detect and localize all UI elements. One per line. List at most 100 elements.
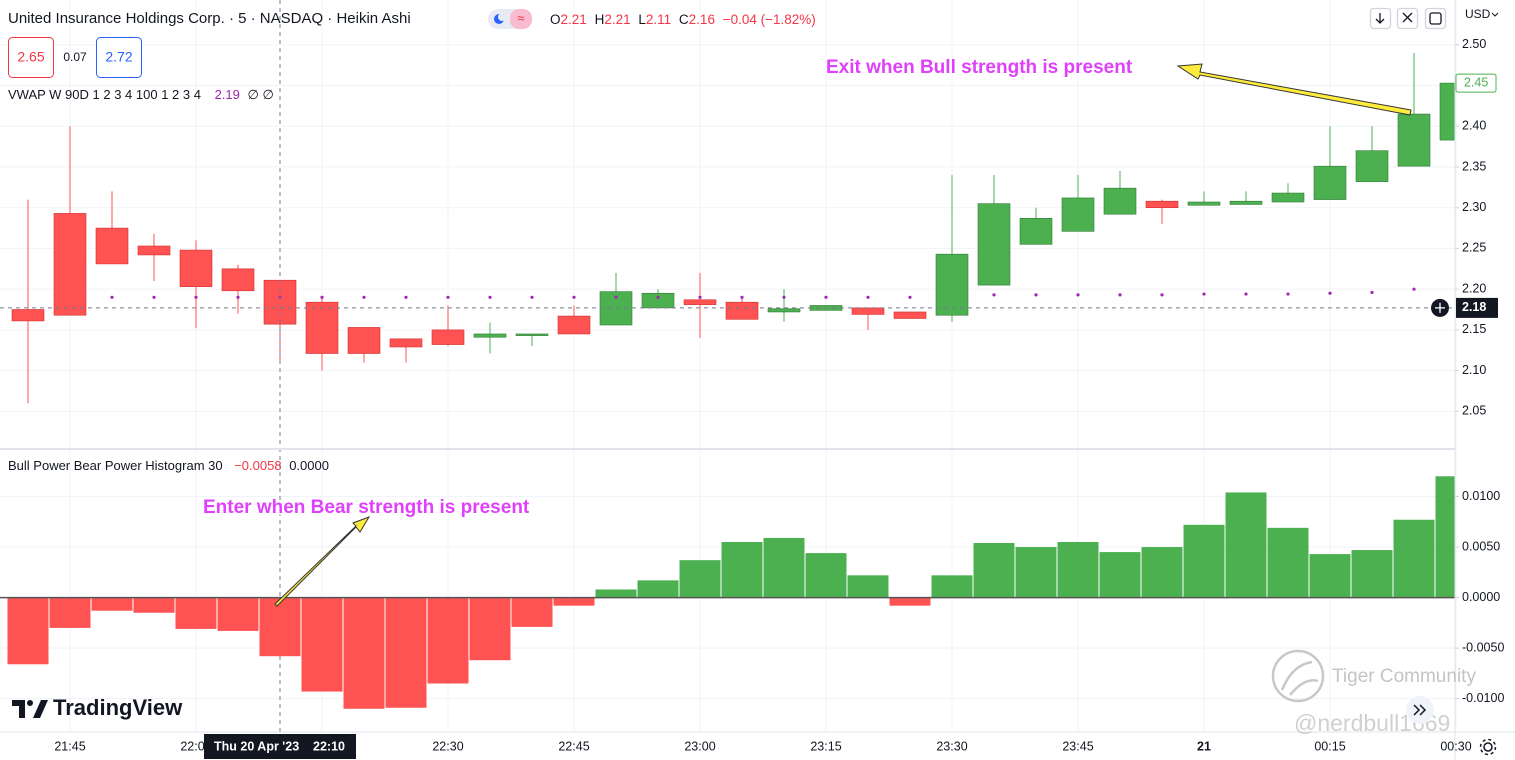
symbol-title[interactable]: United Insurance Holdings Corp. · 5 · NA… (8, 10, 411, 27)
vwap-name: VWAP W 90D 1 2 3 4 100 1 2 3 4 (8, 87, 201, 102)
sell-button[interactable] (8, 37, 54, 78)
ohlc-value: 2.16 (689, 12, 715, 27)
vwap-dot (614, 295, 618, 299)
candle-body (557, 315, 591, 335)
vwap-dot (236, 295, 240, 299)
histogram-bar (175, 597, 217, 629)
histogram-bar (847, 575, 889, 598)
candle-body (641, 292, 675, 309)
histogram-bar (679, 560, 721, 598)
histogram-value: −0.0058 (234, 458, 281, 473)
crosshair-date-label: Thu 20 Apr '23 (214, 739, 299, 753)
ohlc-legend: O2.21 H2.21 L2.11 C2.16 −0.04 (−1.82%) (550, 12, 816, 27)
x-tick-label: 23:15 (810, 739, 841, 753)
vwap-legend: VWAP W 90D 1 2 3 4 100 1 2 3 4 2.19 ∅ ∅ (8, 87, 274, 102)
crosshair-price-box (1456, 297, 1498, 318)
histogram-bar (427, 597, 469, 684)
x-tick-label: 23:45 (1062, 739, 1093, 753)
scroll-button[interactable] (1406, 696, 1434, 724)
vwap-dot (530, 295, 534, 299)
last-price-box (1455, 73, 1497, 93)
candle-body (1103, 187, 1137, 215)
vwap-value: 2.19 (215, 87, 240, 102)
candle-body (1397, 113, 1431, 167)
crosshair-price-label: 2.18 (1462, 300, 1486, 314)
candle-body (1187, 201, 1221, 206)
y-tick-label: 2.40 (1462, 119, 1486, 133)
sell-price[interactable]: 2.65 (17, 49, 44, 65)
currency[interactable]: USD (1465, 7, 1491, 21)
candle-body (1271, 192, 1305, 203)
candle-body (389, 338, 423, 348)
svg-text:≈: ≈ (517, 10, 524, 25)
ohlc-key: C (679, 12, 689, 27)
y-tick-label: -0.0100 (1462, 691, 1504, 705)
y-tick-label: 2.25 (1462, 241, 1486, 255)
candle-body (851, 307, 885, 315)
vwap-dot (1328, 291, 1332, 295)
y-tick-label: 0.0000 (1462, 590, 1500, 604)
vwap-dot (1370, 290, 1374, 295)
x-tick-label: 22:45 (558, 739, 589, 753)
histogram-bar (49, 597, 91, 628)
histogram-bar (1267, 527, 1309, 598)
histogram-bar (973, 542, 1015, 598)
x-tick-label: 21 (1197, 739, 1211, 753)
buy-button[interactable] (96, 37, 142, 78)
histogram-bar (553, 597, 595, 606)
candle-body (1061, 197, 1095, 232)
plot-area (0, 0, 1455, 732)
histogram-bar (133, 597, 175, 613)
candle-body (1019, 217, 1053, 245)
vwap-dot (362, 295, 366, 299)
candle-body (1229, 200, 1263, 205)
candle-body (1355, 150, 1389, 182)
histogram-bar (1351, 550, 1393, 598)
ohlc-key: H (595, 12, 605, 27)
price-change: −0.04 (−1.82%) (723, 12, 816, 27)
indicator-icons[interactable]: ≈ (488, 9, 532, 29)
tradingview-text: TradingView (53, 695, 183, 720)
candle-body (347, 327, 381, 354)
candle-body (179, 249, 213, 288)
histogram-bar (595, 589, 637, 598)
y-tick-label: 2.20 (1462, 281, 1486, 295)
vwap-dot (488, 295, 492, 299)
y-tick-label: 0.0100 (1462, 489, 1500, 503)
ohlc-value: 2.21 (561, 12, 587, 27)
vwap-dot (908, 295, 912, 299)
y-tick-label: 2.10 (1462, 363, 1486, 377)
currency-chevron[interactable] (1491, 12, 1499, 17)
y-tick-label: 2.35 (1462, 159, 1486, 173)
histogram-bar (1015, 547, 1057, 598)
histogram-bar (1435, 476, 1455, 598)
tradingview-logo (12, 700, 48, 718)
candle-body (11, 309, 45, 322)
watermark: Tiger Community (1332, 666, 1476, 687)
candle-body (305, 301, 339, 354)
x-tick-label: 23:30 (936, 739, 967, 753)
histogram-bar (259, 597, 301, 657)
candle-body (1313, 165, 1347, 200)
candle-body (53, 213, 87, 316)
buy-price[interactable]: 2.72 (105, 49, 132, 65)
enter-annotation: Enter when Bear strength is present (203, 497, 530, 518)
vwap-dot (1160, 293, 1164, 297)
histogram-bar (511, 597, 553, 627)
histogram-bar (637, 580, 679, 598)
settings-gear[interactable] (1479, 738, 1497, 756)
vwap-dot (1244, 292, 1248, 296)
y-tick-label: 0.0050 (1462, 539, 1500, 553)
pane-controls[interactable] (1369, 7, 1447, 30)
vwap-dot (698, 295, 702, 299)
candle-body (473, 333, 507, 338)
histogram-bar (1225, 492, 1267, 598)
vwap-dot (740, 295, 744, 299)
histogram-bar (469, 597, 511, 661)
histogram-title: Bull Power Bear Power Histogram 30 (8, 458, 223, 473)
x-tick-label: 00:15 (1314, 739, 1345, 753)
histogram-bar (763, 537, 805, 598)
vwap-dot (194, 295, 198, 299)
